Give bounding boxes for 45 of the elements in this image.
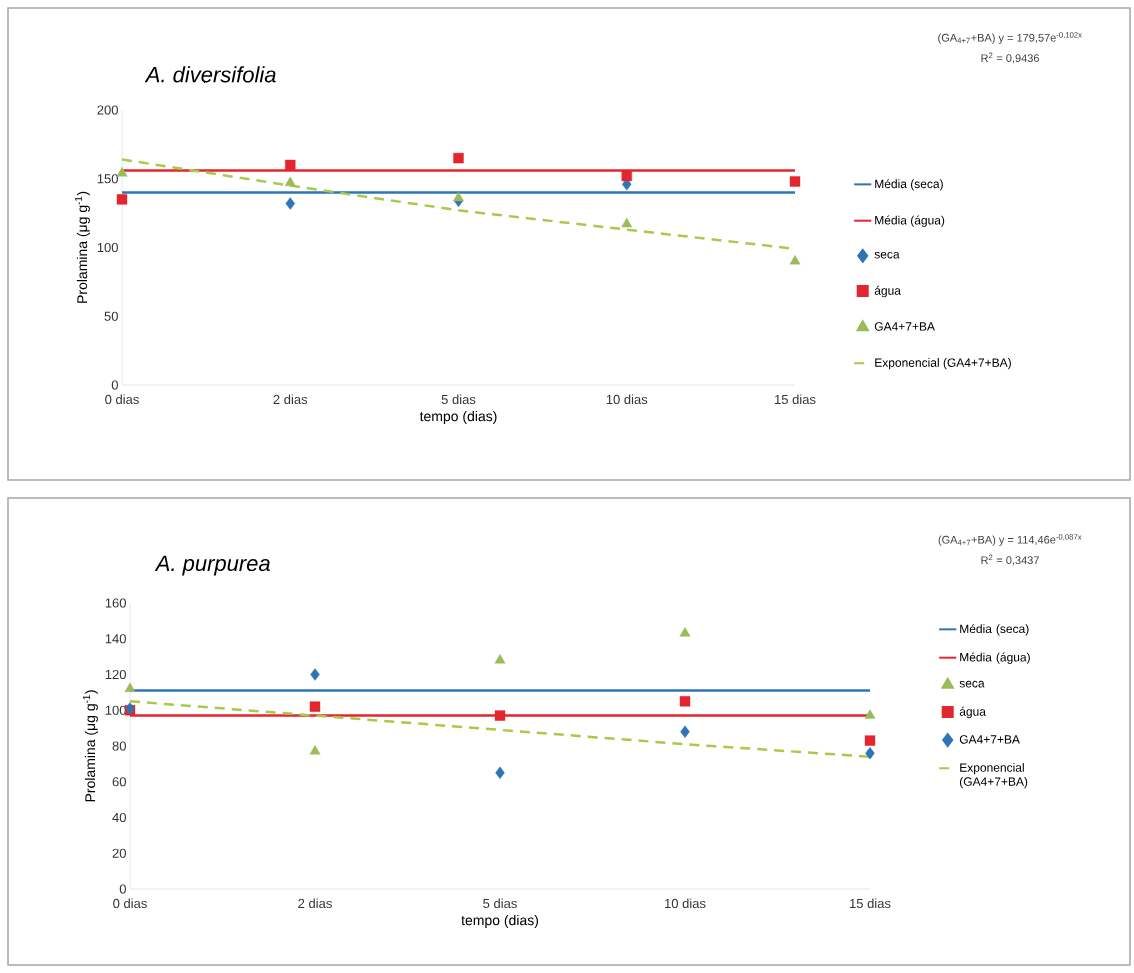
legend-label: GA4+7+BA <box>874 322 935 331</box>
legend-label: Exponencial (GA4+7+BA) <box>959 763 1028 789</box>
x-tick-label: 2 dias <box>273 394 308 405</box>
legend-label: Média (seca) <box>960 624 1029 636</box>
text: R$^{2}$ = 0,3437 <box>981 554 1039 566</box>
y-tick-label: 40 <box>112 812 126 823</box>
legend-label: seca <box>874 251 900 259</box>
x-axis-title: tempo (dias) <box>461 914 539 928</box>
x-tick-label: 10 dias <box>665 898 706 909</box>
y-tick-label: 160 <box>105 598 126 608</box>
legend-label: Exponencial (GA4+7+BA) <box>875 358 1011 370</box>
text: (GA$_{4+7}$+BA) y = 179,57e$^{-0,102x}$ <box>938 32 1082 44</box>
legend-label: Média (seca) <box>875 179 943 191</box>
x-tick-label: 5 dias <box>441 394 476 405</box>
legend-label: Média (água) <box>960 652 1030 664</box>
y-tick-label: 60 <box>112 777 126 787</box>
y-tick-label: 120 <box>105 669 126 680</box>
text: R$^{2}$ = 0,9436 <box>981 52 1039 64</box>
legend-label: GA4+7+BA <box>959 735 1020 744</box>
x-tick-label: 2 dias <box>298 898 332 909</box>
y-axis-title: Prolamina (μg g$^{-1}$) <box>75 191 90 303</box>
x-tick-label: 15 dias <box>775 394 816 405</box>
x-tick-label: 0 dias <box>113 898 147 909</box>
y-tick-label: 20 <box>112 848 126 858</box>
y-tick-label: 50 <box>104 311 118 321</box>
chart-title: A. purpurea <box>154 555 270 576</box>
y-tick-label: 80 <box>112 741 126 751</box>
x-tick-label: 15 dias <box>850 898 891 909</box>
legend-label: água <box>959 706 986 719</box>
y-axis-title: Prolamina (μg g$^{-1}$) <box>83 690 98 802</box>
legend-label: Média (água) <box>875 215 945 227</box>
x-tick-label: 0 dias <box>105 394 139 405</box>
legend-label: água <box>874 285 901 298</box>
chart-title: A. diversifolia <box>144 66 276 83</box>
y-tick-label: 150 <box>97 174 118 184</box>
x-axis-title: tempo (dias) <box>419 410 497 424</box>
y-tick-label: 200 <box>97 105 118 115</box>
x-tick-label: 5 dias <box>483 898 517 909</box>
y-tick-label: 100 <box>97 242 118 253</box>
text: (GA$_{4+7}$+BA) y = 114,46e$^{-0,087x}$ <box>938 534 1082 546</box>
y-tick-label: 0 <box>111 380 118 390</box>
x-tick-label: 10 dias <box>606 394 648 405</box>
legend-label: seca <box>959 680 985 688</box>
y-tick-label: 0 <box>119 884 126 894</box>
y-tick-label: 140 <box>105 634 126 644</box>
